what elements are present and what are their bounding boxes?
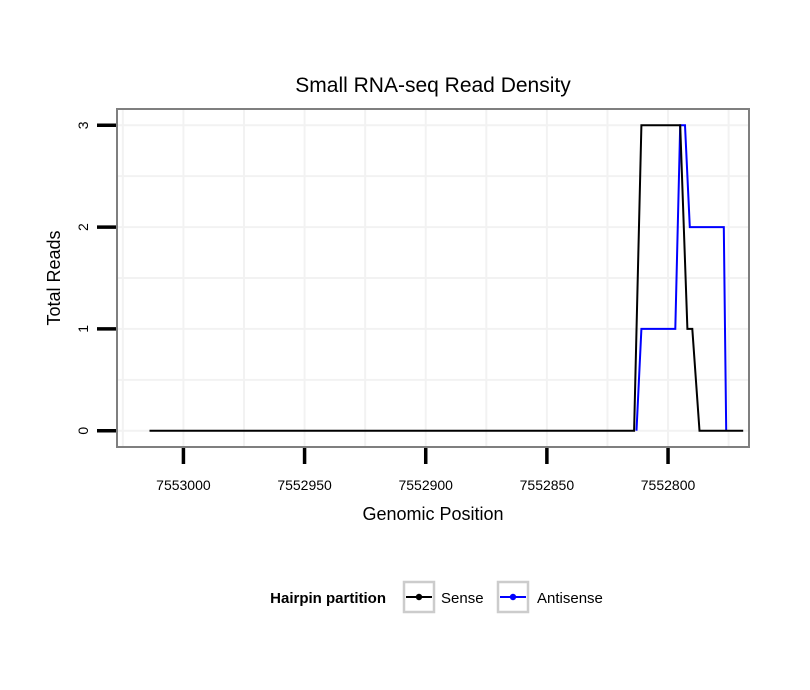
y-tick-label: 3 — [75, 121, 91, 129]
legend: Hairpin partition Sense Antisense — [270, 580, 603, 614]
legend-item-antisense: Antisense — [496, 580, 603, 614]
legend-dot-sense — [415, 593, 423, 601]
x-tick-label: 7552950 — [277, 477, 332, 493]
y-tick-label: 2 — [75, 223, 91, 231]
legend-title: Hairpin partition — [270, 590, 386, 607]
x-tick-label: 7552850 — [520, 477, 575, 493]
grid-lines — [118, 110, 748, 446]
legend-dot-antisense — [509, 593, 517, 601]
x-axis-label: Genomic Position — [362, 504, 503, 524]
chart-title: Small RNA-seq Read Density — [295, 74, 571, 97]
series-line-sense — [149, 124, 744, 432]
plot-panel-border — [116, 108, 750, 448]
y-tick-label: 1 — [75, 325, 91, 333]
y-tick-label: 0 — [75, 427, 91, 435]
x-axis-ticks: 7553000 7552950 7552900 7552850 7552800 — [156, 448, 695, 493]
x-tick-label: 7552900 — [398, 477, 453, 493]
y-axis-label: Total Reads — [44, 230, 64, 325]
legend-item-sense: Sense — [402, 580, 484, 614]
y-axis-ticks: 0 1 2 3 — [75, 121, 116, 435]
series-line-antisense — [635, 124, 728, 431]
legend-label-antisense: Antisense — [537, 590, 603, 607]
x-tick-label: 7552800 — [641, 477, 696, 493]
x-tick-label: 7553000 — [156, 477, 211, 493]
series-lines — [149, 124, 744, 432]
legend-label-sense: Sense — [441, 590, 484, 607]
